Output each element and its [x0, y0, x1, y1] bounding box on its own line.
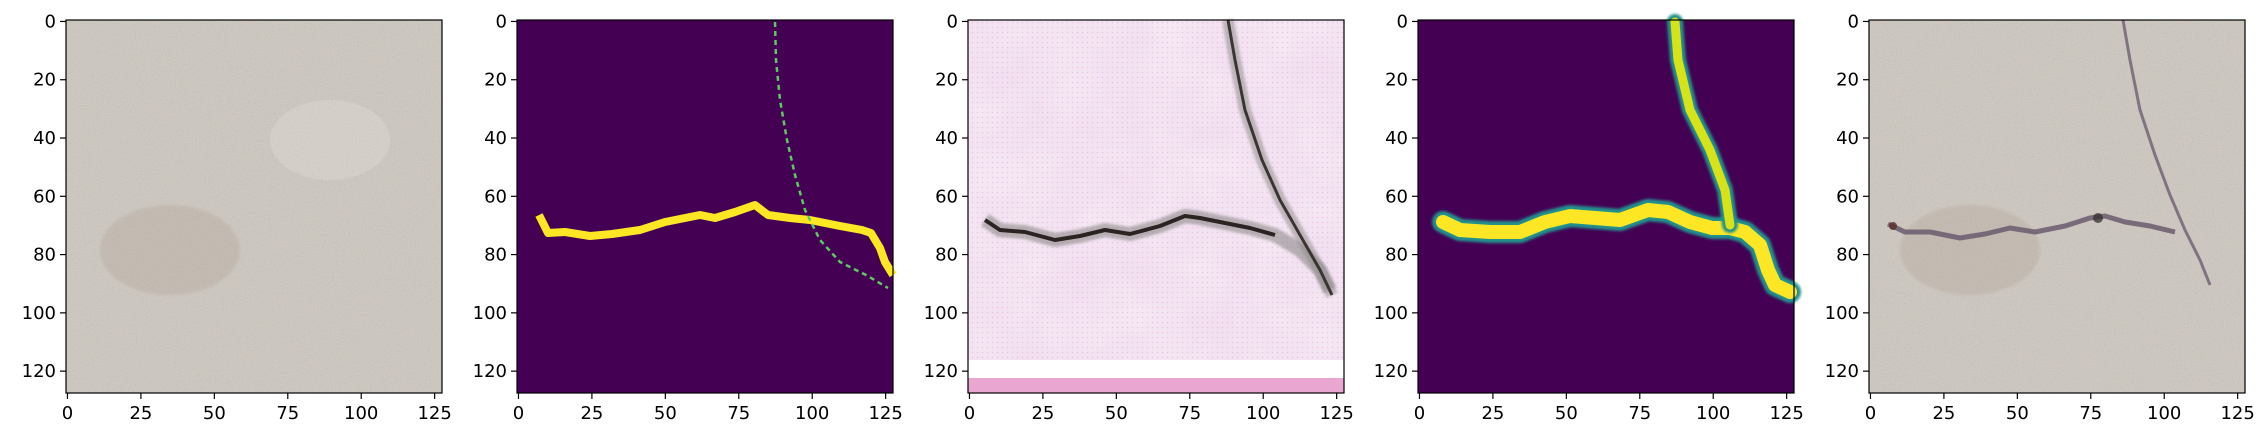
x-tick-label: 75	[1178, 403, 1201, 424]
y-tick-label: 20	[33, 70, 56, 91]
y-tick-label: 100	[1825, 303, 1859, 324]
x-tick-label: 100	[344, 403, 378, 424]
y-tick-label: 80	[1836, 245, 1859, 266]
y-tick-label: 120	[924, 361, 958, 382]
x-tick-label: 0	[1865, 403, 1876, 424]
x-tick-label: 75	[727, 403, 750, 424]
x-tick-label: 75	[2079, 403, 2102, 424]
x-tick-label: 75	[276, 403, 299, 424]
panel-1-input-texture	[65, 19, 443, 394]
x-tick-label: 125	[868, 403, 902, 424]
y-tick-label: 40	[484, 128, 507, 149]
panel-2-binary-crack-mask	[516, 19, 897, 394]
y-tick-label: 80	[1385, 245, 1408, 266]
x-tick-label: 50	[1555, 403, 1578, 424]
x-tick-label: 125	[2220, 403, 2254, 424]
axes-frame	[516, 19, 894, 394]
y-tick-label: 40	[1836, 128, 1859, 149]
x-tick-label: 0	[1414, 403, 1425, 424]
x-tick-label: 25	[1932, 403, 1955, 424]
x-tick-label: 100	[1696, 403, 1730, 424]
x-tick-label: 50	[203, 403, 226, 424]
x-tick-label: 75	[1628, 403, 1651, 424]
axes-frame	[1417, 19, 1795, 394]
axes-frame	[967, 19, 1345, 394]
y-tick-label: 120	[1825, 361, 1859, 382]
x-tick-label: 50	[654, 403, 677, 424]
y-tick-label: 60	[33, 186, 56, 207]
x-tick-label: 50	[1105, 403, 1128, 424]
x-tick-label: 0	[513, 403, 524, 424]
y-tick-label: 80	[484, 245, 507, 266]
axes-frame	[1868, 19, 2246, 394]
y-tick-label: 0	[947, 11, 958, 32]
x-tick-label: 25	[129, 403, 152, 424]
x-tick-label: 125	[417, 403, 451, 424]
x-tick-label: 125	[1769, 403, 1803, 424]
y-tick-label: 0	[1848, 11, 1859, 32]
x-tick-label: 100	[1246, 403, 1280, 424]
panel-3-generated-crack-image	[967, 18, 1345, 394]
y-tick-label: 20	[1836, 70, 1859, 91]
x-tick-label: 100	[2147, 403, 2181, 424]
panel-4-smooth-crack-mask	[1417, 14, 1801, 394]
y-tick-label: 80	[935, 245, 958, 266]
y-tick-label: 0	[496, 11, 507, 32]
x-tick-label: 0	[964, 403, 975, 424]
x-tick-label: 125	[1319, 403, 1353, 424]
y-tick-label: 0	[1397, 11, 1408, 32]
x-tick-label: 25	[1481, 403, 1504, 424]
y-tick-label: 100	[1374, 303, 1408, 324]
x-tick-label: 25	[1031, 403, 1054, 424]
x-tick-label: 25	[580, 403, 603, 424]
y-tick-label: 60	[1836, 186, 1859, 207]
y-tick-label: 120	[1374, 361, 1408, 382]
y-tick-label: 60	[935, 186, 958, 207]
x-tick-label: 50	[2006, 403, 2029, 424]
y-tick-label: 120	[22, 361, 56, 382]
y-tick-label: 60	[1385, 186, 1408, 207]
y-tick-label: 20	[1385, 70, 1408, 91]
y-tick-label: 40	[1385, 128, 1408, 149]
y-tick-label: 0	[45, 11, 56, 32]
panel-5-blended-result	[1868, 19, 2246, 394]
y-tick-label: 20	[935, 70, 958, 91]
x-tick-label: 0	[62, 403, 73, 424]
x-tick-label: 100	[795, 403, 829, 424]
axis-ticks: 0 25 50 75 100 125 0 20 40 60 80 100 120 0 25 50 75 100 12…	[22, 11, 2255, 424]
y-tick-label: 20	[484, 70, 507, 91]
y-tick-label: 120	[473, 361, 507, 382]
y-tick-label: 100	[473, 303, 507, 324]
axes-frame	[65, 19, 443, 394]
y-tick-label: 40	[33, 128, 56, 149]
y-tick-label: 100	[924, 303, 958, 324]
y-tick-label: 80	[33, 245, 56, 266]
y-tick-label: 60	[484, 186, 507, 207]
y-tick-label: 100	[22, 303, 56, 324]
y-tick-label: 40	[935, 128, 958, 149]
